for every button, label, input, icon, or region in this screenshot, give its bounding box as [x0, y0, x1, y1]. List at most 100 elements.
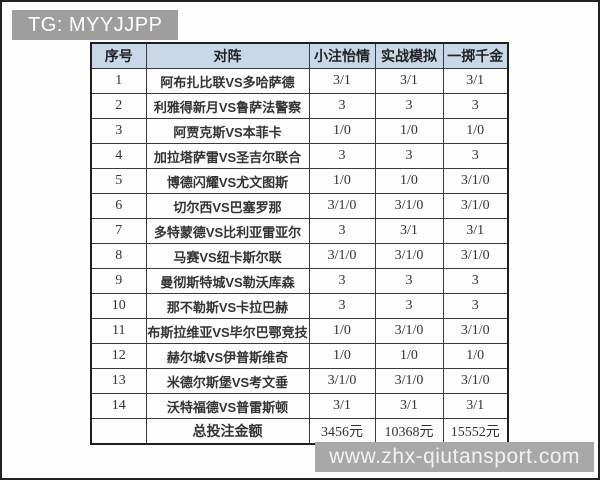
row-big-bet: 3 — [442, 268, 509, 294]
row-matchup: 多特蒙德VS比利亚雷亚尔 — [145, 218, 310, 244]
row-small-bet: 3 — [308, 143, 376, 169]
row-no: 3 — [90, 118, 147, 144]
row-matchup: 布斯拉维亚VS毕尔巴鄂竞技 — [145, 318, 310, 344]
row-big-bet: 3/1 — [442, 393, 509, 419]
row-simulation: 3/1/0 — [374, 368, 444, 394]
row-no: 13 — [90, 368, 147, 394]
table-row: 11 布斯拉维亚VS毕尔巴鄂竞技 1/0 3/1/0 3/1/0 — [90, 318, 509, 344]
row-small-bet: 1/0 — [308, 168, 376, 194]
row-big-bet: 3/1/0 — [442, 243, 509, 269]
row-simulation: 3 — [374, 268, 444, 294]
total-no-cell — [90, 418, 147, 445]
row-no: 14 — [90, 393, 147, 419]
table-row: 4 加拉塔萨雷VS圣吉尔联合 3 3 3 — [90, 143, 509, 169]
row-matchup: 加拉塔萨雷VS圣吉尔联合 — [145, 143, 310, 169]
row-small-bet: 3/1/0 — [308, 193, 376, 219]
row-simulation: 3 — [374, 143, 444, 169]
table-total-row: 总投注金额 3456元 10368元 15552元 — [90, 418, 509, 445]
row-no: 2 — [90, 93, 147, 119]
row-matchup: 博德闪耀VS尤文图斯 — [145, 168, 310, 194]
row-small-bet: 1/0 — [308, 318, 376, 344]
row-big-bet: 3/1/0 — [442, 168, 509, 194]
table-row: 10 那不勒斯VS卡拉巴赫 3 3 3 — [90, 293, 509, 319]
header-simulation: 实战模拟 — [374, 42, 444, 69]
row-no: 11 — [90, 318, 147, 344]
row-simulation: 3/1 — [374, 393, 444, 419]
row-small-bet: 1/0 — [308, 343, 376, 369]
row-no: 12 — [90, 343, 147, 369]
row-big-bet: 3 — [442, 143, 509, 169]
row-simulation: 3/1/0 — [374, 193, 444, 219]
table-row: 14 沃特福德VS普雷斯顿 3/1 3/1 3/1 — [90, 393, 509, 419]
row-matchup: 利雅得新月VS鲁萨法警察 — [145, 93, 310, 119]
row-big-bet: 3/1/0 — [442, 318, 509, 344]
row-small-bet: 3/1 — [308, 393, 376, 419]
row-simulation: 3/1/0 — [374, 243, 444, 269]
row-simulation: 3/1 — [374, 218, 444, 244]
row-matchup: 赫尔城VS伊普斯维奇 — [145, 343, 310, 369]
row-big-bet: 3/1/0 — [442, 368, 509, 394]
row-matchup: 马赛VS纽卡斯尔联 — [145, 243, 310, 269]
total-big-bet: 15552元 — [442, 418, 509, 445]
row-small-bet: 3 — [308, 293, 376, 319]
row-no: 6 — [90, 193, 147, 219]
table-row: 12 赫尔城VS伊普斯维奇 1/0 1/0 1/0 — [90, 343, 509, 369]
total-small-bet: 3456元 — [308, 418, 376, 445]
total-label: 总投注金额 — [145, 418, 310, 445]
row-small-bet: 3/1 — [308, 68, 376, 94]
row-small-bet: 1/0 — [308, 118, 376, 144]
row-no: 4 — [90, 143, 147, 169]
row-big-bet: 1/0 — [442, 343, 509, 369]
row-big-bet: 3/1/0 — [442, 193, 509, 219]
row-no: 8 — [90, 243, 147, 269]
row-matchup: 曼彻斯特城VS勒沃库森 — [145, 268, 310, 294]
row-matchup: 阿贾克斯VS本菲卡 — [145, 118, 310, 144]
row-big-bet: 3/1 — [442, 218, 509, 244]
row-matchup: 阿布扎比联VS多哈萨德 — [145, 68, 310, 94]
row-simulation: 3 — [374, 293, 444, 319]
table-row: 1 阿布扎比联VS多哈萨德 3/1 3/1 3/1 — [90, 68, 509, 94]
row-matchup: 那不勒斯VS卡拉巴赫 — [145, 293, 310, 319]
header-big-bet: 一掷千金 — [442, 42, 509, 69]
table-header-row: 序号 对阵 小注怡情 实战模拟 一掷千金 — [90, 42, 509, 69]
row-no: 5 — [90, 168, 147, 194]
table-row: 9 曼彻斯特城VS勒沃库森 3 3 3 — [90, 268, 509, 294]
row-matchup: 米德尔斯堡VS考文垂 — [145, 368, 310, 394]
table-row: 7 多特蒙德VS比利亚雷亚尔 3 3/1 3/1 — [90, 218, 509, 244]
row-no: 7 — [90, 218, 147, 244]
total-simulation: 10368元 — [374, 418, 444, 445]
row-simulation: 1/0 — [374, 118, 444, 144]
table-row: 5 博德闪耀VS尤文图斯 1/0 1/0 3/1/0 — [90, 168, 509, 194]
row-matchup: 切尔西VS巴塞罗那 — [145, 193, 310, 219]
header-no: 序号 — [90, 42, 147, 69]
row-simulation: 3 — [374, 93, 444, 119]
watermark: www.zhx-qiutansport.com — [315, 442, 594, 472]
row-simulation: 3/1 — [374, 68, 444, 94]
row-big-bet: 3 — [442, 293, 509, 319]
betting-table: 序号 对阵 小注怡情 实战模拟 一掷千金 1 阿布扎比联VS多哈萨德 3/1 3… — [90, 42, 509, 445]
header-small-bet: 小注怡情 — [308, 42, 376, 69]
row-matchup: 沃特福德VS普雷斯顿 — [145, 393, 310, 419]
table-row: 8 马赛VS纽卡斯尔联 3/1/0 3/1/0 3/1/0 — [90, 243, 509, 269]
row-small-bet: 3 — [308, 93, 376, 119]
row-no: 1 — [90, 68, 147, 94]
row-small-bet: 3 — [308, 218, 376, 244]
row-no: 9 — [90, 268, 147, 294]
table-row: 3 阿贾克斯VS本菲卡 1/0 1/0 1/0 — [90, 118, 509, 144]
row-no: 10 — [90, 293, 147, 319]
row-big-bet: 3/1 — [442, 68, 509, 94]
table-row: 13 米德尔斯堡VS考文垂 3/1/0 3/1/0 3/1/0 — [90, 368, 509, 394]
table-row: 6 切尔西VS巴塞罗那 3/1/0 3/1/0 3/1/0 — [90, 193, 509, 219]
row-simulation: 1/0 — [374, 168, 444, 194]
tg-banner: TG: MYYJJPP — [12, 10, 179, 40]
row-small-bet: 3 — [308, 268, 376, 294]
table-row: 2 利雅得新月VS鲁萨法警察 3 3 3 — [90, 93, 509, 119]
row-big-bet: 3 — [442, 93, 509, 119]
header-matchup: 对阵 — [145, 42, 310, 69]
row-small-bet: 3/1/0 — [308, 243, 376, 269]
row-big-bet: 1/0 — [442, 118, 509, 144]
row-small-bet: 3/1/0 — [308, 368, 376, 394]
row-simulation: 3/1/0 — [374, 318, 444, 344]
row-simulation: 1/0 — [374, 343, 444, 369]
